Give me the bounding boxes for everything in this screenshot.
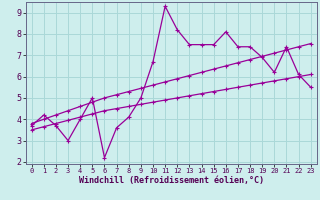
X-axis label: Windchill (Refroidissement éolien,°C): Windchill (Refroidissement éolien,°C) (79, 176, 264, 185)
